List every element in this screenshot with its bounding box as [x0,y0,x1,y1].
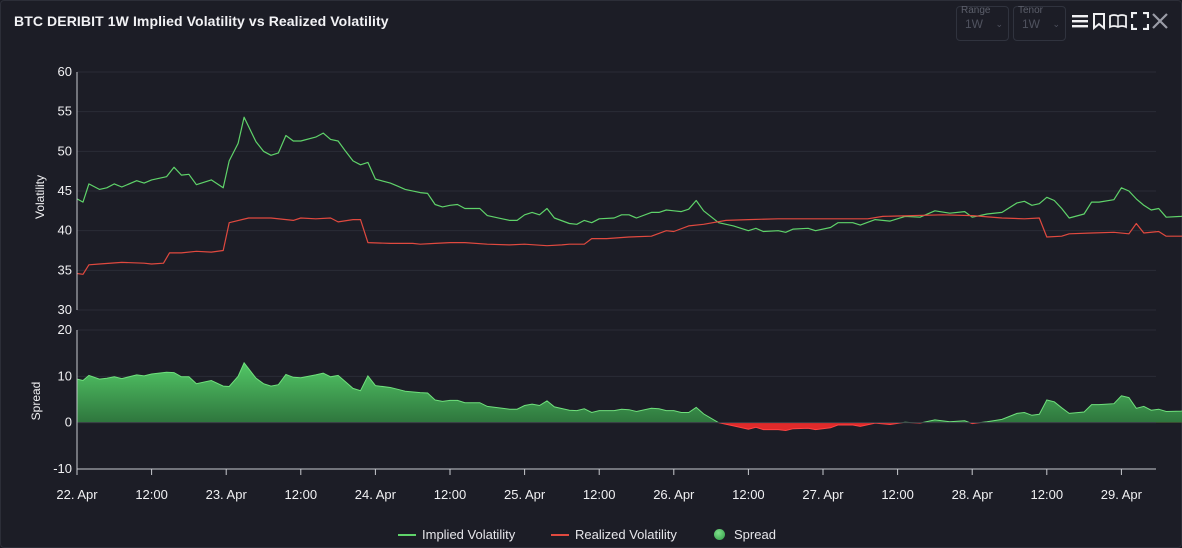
chevron-down-icon: ⌄ [1052,19,1060,29]
implied-volatility-line [76,116,1182,233]
legend-item-realized[interactable]: Realized Volatility [551,527,677,542]
x-tick-label: 27. Apr [802,487,844,502]
spread-line-positive [76,361,1182,423]
x-tick-label: 24. Apr [355,487,397,502]
legend-label-implied: Implied Volatility [422,527,516,542]
y-tick-label: 40 [58,223,72,238]
range-value: 1W [965,17,983,31]
range-select[interactable]: Range 1W ⌄ [956,5,1009,41]
y-tick-label: 30 [58,302,72,317]
legend-item-spread[interactable]: Spread [714,527,776,542]
tenor-value: 1W [1022,17,1040,31]
tenor-select[interactable]: Tenor 1W ⌄ [1013,5,1066,41]
volatility-axis-label: Volatility [33,175,47,219]
x-tick-label: 22. Apr [56,487,98,502]
range-label: Range [961,5,991,16]
x-tick-label: 12:00 [285,487,318,502]
x-tick-label: 28. Apr [952,487,994,502]
realized-volatility-line [76,214,1182,275]
volatility-lines [76,116,1182,275]
y-tick-label: 50 [58,143,72,158]
x-tick-label: 29. Apr [1101,487,1143,502]
y-tick-label: 0 [65,415,72,430]
legend-label-spread: Spread [734,527,776,542]
y-tick-label: 35 [58,262,72,277]
x-tick-label: 23. Apr [206,487,248,502]
x-tick-label: 12:00 [135,487,168,502]
legend-dot-spread [714,529,725,540]
bookmark-icon[interactable] [1090,12,1108,30]
legend-line-implied [398,533,416,536]
x-tick-label: 25. Apr [504,487,546,502]
book-icon[interactable] [1109,12,1127,30]
axes: 30 35 40 45 50 55 60 -10 0 10 20 22. Apr 12:00 23. Ap… [53,64,1156,502]
x-tick-label: 12:00 [1031,487,1064,502]
legend-label-realized: Realized Volatility [575,527,677,542]
legend: Implied Volatility Realized Volatility S… [0,527,1182,545]
y-tick-label: 20 [58,322,72,337]
close-icon[interactable] [1151,12,1169,30]
y-tick-label: 60 [58,64,72,79]
chevron-down-icon: ⌄ [995,19,1003,29]
x-tick-label: 12:00 [434,487,467,502]
x-tick-label: 12:00 [583,487,616,502]
spread-area-positive [77,362,1182,423]
spread-axis-label: Spread [29,382,43,421]
spread-area [76,361,1182,432]
y-tick-label: 55 [58,104,72,119]
y-tick-label: -10 [53,461,72,476]
x-tick-label: 12:00 [732,487,765,502]
legend-item-implied[interactable]: Implied Volatility [398,527,515,542]
chart-title: BTC DERIBIT 1W Implied Volatility vs Rea… [14,13,389,29]
y-tick-label: 45 [58,183,72,198]
tenor-label: Tenor [1018,5,1044,16]
fullscreen-icon[interactable] [1131,12,1149,30]
y-tick-label: 10 [58,368,72,383]
x-tick-label: 26. Apr [653,487,695,502]
legend-line-realized [551,533,569,536]
x-tick-label: 12:00 [881,487,914,502]
menu-icon[interactable] [1071,12,1089,30]
